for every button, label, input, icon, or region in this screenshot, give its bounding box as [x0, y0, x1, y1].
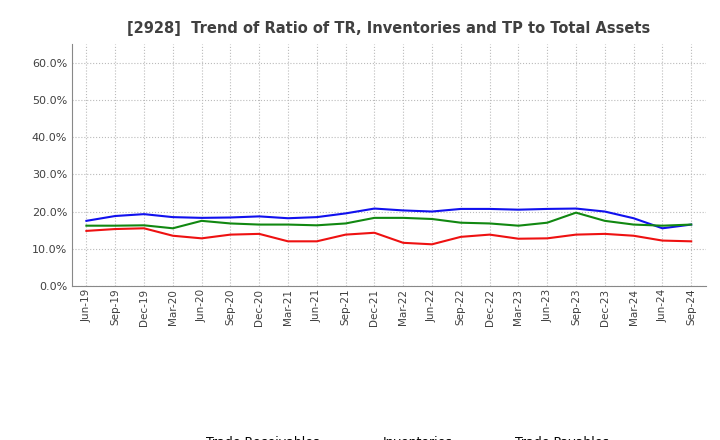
Trade Payables	[658, 223, 667, 228]
Trade Receivables	[629, 233, 638, 238]
Trade Receivables	[399, 240, 408, 246]
Trade Receivables	[82, 228, 91, 234]
Inventories	[312, 214, 321, 220]
Trade Payables	[82, 223, 91, 228]
Trade Payables	[284, 222, 292, 227]
Trade Receivables	[197, 236, 206, 241]
Trade Receivables	[600, 231, 609, 237]
Trade Payables	[111, 223, 120, 228]
Trade Payables	[370, 215, 379, 220]
Trade Receivables	[687, 238, 696, 244]
Inventories	[572, 206, 580, 211]
Trade Payables	[543, 220, 552, 225]
Trade Receivables	[284, 238, 292, 244]
Trade Payables	[168, 226, 177, 231]
Trade Payables	[226, 221, 235, 226]
Trade Receivables	[572, 232, 580, 237]
Inventories	[485, 206, 494, 212]
Trade Receivables	[428, 242, 436, 247]
Inventories	[658, 226, 667, 231]
Inventories	[514, 207, 523, 213]
Inventories	[543, 206, 552, 212]
Trade Payables	[572, 210, 580, 215]
Inventories	[428, 209, 436, 214]
Trade Receivables	[658, 238, 667, 243]
Trade Receivables	[514, 236, 523, 242]
Inventories	[370, 206, 379, 211]
Inventories	[629, 216, 638, 221]
Line: Trade Payables: Trade Payables	[86, 213, 691, 228]
Inventories	[255, 214, 264, 219]
Trade Receivables	[226, 232, 235, 237]
Trade Receivables	[312, 238, 321, 244]
Trade Receivables	[370, 230, 379, 235]
Legend: Trade Receivables, Inventories, Trade Payables: Trade Receivables, Inventories, Trade Pa…	[164, 431, 613, 440]
Inventories	[456, 206, 465, 212]
Inventories	[111, 213, 120, 219]
Inventories	[284, 216, 292, 221]
Trade Payables	[312, 223, 321, 228]
Inventories	[341, 211, 350, 216]
Trade Receivables	[543, 236, 552, 241]
Inventories	[226, 215, 235, 220]
Trade Payables	[341, 221, 350, 226]
Trade Payables	[197, 218, 206, 224]
Trade Receivables	[456, 234, 465, 239]
Inventories	[140, 212, 148, 217]
Line: Trade Receivables: Trade Receivables	[86, 228, 691, 244]
Trade Payables	[629, 222, 638, 227]
Trade Payables	[140, 223, 148, 228]
Inventories	[197, 215, 206, 220]
Trade Receivables	[140, 226, 148, 231]
Trade Payables	[456, 220, 465, 225]
Inventories	[600, 209, 609, 214]
Trade Payables	[399, 215, 408, 220]
Trade Payables	[255, 222, 264, 227]
Line: Inventories: Inventories	[86, 209, 691, 228]
Inventories	[399, 208, 408, 213]
Trade Receivables	[341, 232, 350, 237]
Trade Payables	[514, 223, 523, 228]
Trade Payables	[428, 216, 436, 222]
Inventories	[687, 222, 696, 227]
Trade Payables	[600, 218, 609, 224]
Trade Receivables	[485, 232, 494, 237]
Trade Payables	[485, 221, 494, 226]
Title: [2928]  Trend of Ratio of TR, Inventories and TP to Total Assets: [2928] Trend of Ratio of TR, Inventories…	[127, 21, 650, 36]
Trade Payables	[687, 222, 696, 227]
Inventories	[168, 214, 177, 220]
Inventories	[82, 218, 91, 224]
Trade Receivables	[255, 231, 264, 237]
Trade Receivables	[111, 227, 120, 232]
Trade Receivables	[168, 233, 177, 238]
